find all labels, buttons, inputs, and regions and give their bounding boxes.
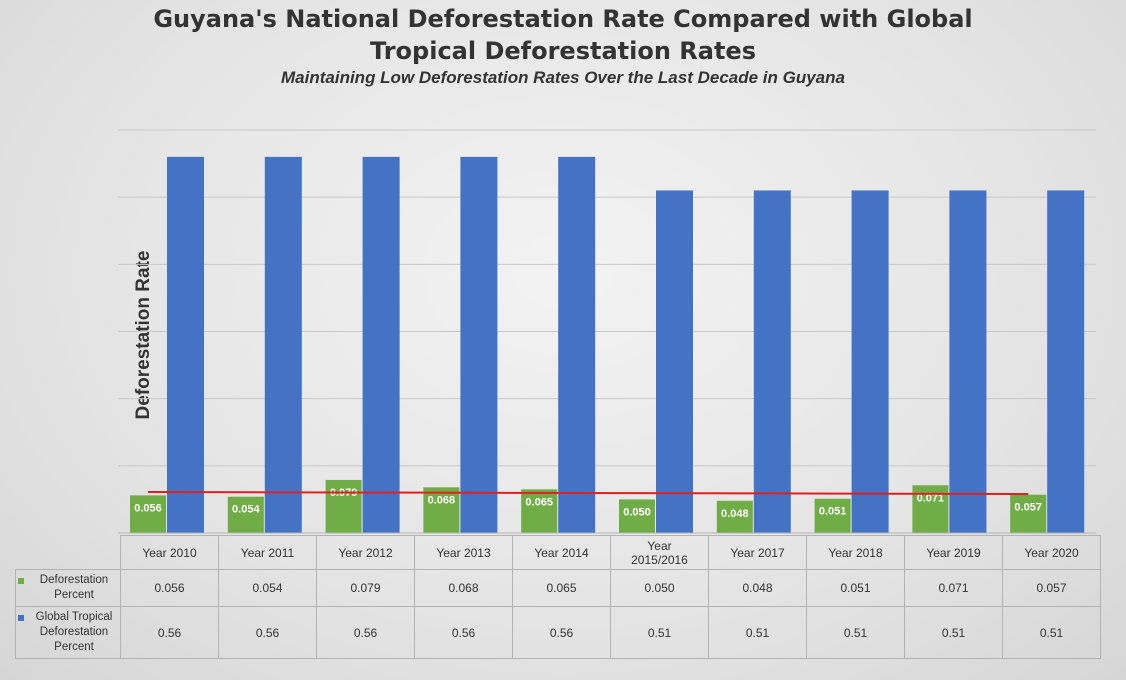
bar-deforestation-percent (814, 498, 851, 533)
data-label-deforestation: 0.051 (819, 506, 847, 518)
bar-global-tropical (1047, 190, 1085, 533)
category-label: Year 2012 (316, 535, 415, 570)
trendline (147, 491, 1029, 496)
data-table-cell: 0.071 (904, 569, 1003, 607)
bar-global-tropical (949, 190, 987, 533)
bar-global-tropical (656, 190, 693, 533)
category-label: Year 2013 (414, 535, 513, 570)
data-table-cell: 0.057 (1002, 569, 1101, 607)
bar-global-tropical (460, 156, 498, 533)
data-table-cell: 0.050 (610, 569, 709, 607)
legend-entry-global: Global Tropical Deforestation Percent (15, 606, 121, 659)
data-table-cell: 0.56 (414, 606, 513, 659)
data-label-deforestation: 0.048 (721, 508, 749, 520)
data-label-deforestation: 0.057 (1014, 502, 1042, 514)
data-table-corner (16, 536, 121, 570)
bar-deforestation-percent (325, 479, 362, 533)
data-table-cell: 0.065 (512, 569, 611, 607)
legend-swatch-blue (18, 615, 24, 621)
chart-subtitle: Maintaining Low Deforestation Rates Over… (281, 68, 845, 87)
legend-entry-deforestation: Deforestation Percent (15, 569, 121, 607)
data-table-row: Global Tropical Deforestation Percent 0.… (15, 606, 1101, 659)
data-table-cell: 0.56 (512, 606, 611, 659)
data-table-cell: 0.51 (806, 606, 905, 659)
data-table-cell: 0.56 (120, 606, 219, 659)
data-table-header-row: Year 2010 Year 2011 Year 2012 Year 2013 Year… (16, 535, 1101, 570)
legend-label: Deforestation Percent (39, 574, 109, 601)
bar-deforestation-percent (227, 496, 264, 533)
data-label-deforestation: 0.050 (623, 506, 651, 518)
category-label: Year 2010 (120, 535, 219, 570)
bar-deforestation-percent (716, 500, 753, 533)
legend-label: Global Tropical Deforestation Percent (35, 611, 113, 653)
bar-global-tropical (264, 156, 302, 533)
data-label-deforestation: 0.065 (525, 496, 553, 508)
bar-global-tropical (558, 156, 596, 533)
data-table-cell: 0.56 (218, 606, 317, 659)
data-label-deforestation: 0.071 (917, 492, 945, 504)
category-label: Year 2020 (1002, 535, 1101, 570)
data-table-cell: 0.51 (610, 606, 709, 659)
category-label: Year 2014 (512, 535, 611, 570)
data-label-deforestation: 0.056 (134, 502, 162, 514)
data-table-cell: 0.51 (1002, 606, 1101, 659)
data-table-cell: 0.51 (708, 606, 807, 659)
data-table-cell: 0.079 (316, 569, 415, 607)
bar-deforestation-percent (1010, 494, 1047, 533)
bar-global-tropical (167, 156, 204, 533)
data-table-row: Deforestation Percent 0.056 0.054 0.079 0.0… (15, 569, 1101, 607)
category-label: Year 2018 (806, 535, 905, 570)
data-table-cell: 0.068 (414, 569, 513, 607)
category-label: Year 2015/2016 (610, 535, 709, 570)
data-table-cell: 0.054 (218, 569, 317, 607)
chart-title-line1: Guyana's National Deforestation Rate Com… (153, 5, 973, 33)
bar-global-tropical (851, 190, 889, 533)
bar-global-tropical (753, 190, 791, 533)
data-table: Year 2010 Year 2011 Year 2012 Year 2013 Year… (15, 535, 1101, 659)
bar-deforestation-percent (130, 495, 166, 533)
data-table-cell: 0.048 (708, 569, 807, 607)
category-label: Year 2019 (904, 535, 1003, 570)
chart-title: Guyana's National Deforestation Rate Com… (0, 3, 1126, 67)
legend-swatch-green (18, 578, 24, 584)
data-label-deforestation: 0.068 (428, 494, 456, 506)
bar-deforestation-percent (619, 499, 655, 533)
bar-deforestation-percent (521, 489, 558, 533)
chart-title-line2: Tropical Deforestation Rates (369, 37, 756, 65)
bar-deforestation-percent (423, 487, 460, 533)
data-table-cell: 0.51 (904, 606, 1003, 659)
category-label: Year 2011 (218, 535, 317, 570)
data-table-cell: 0.56 (316, 606, 415, 659)
bar-global-tropical (362, 156, 400, 533)
data-table-cell: 0.051 (806, 569, 905, 607)
data-label-deforestation: 0.054 (232, 504, 260, 516)
category-label: Year 2017 (708, 535, 807, 570)
data-table-cell: 0.056 (120, 569, 219, 607)
